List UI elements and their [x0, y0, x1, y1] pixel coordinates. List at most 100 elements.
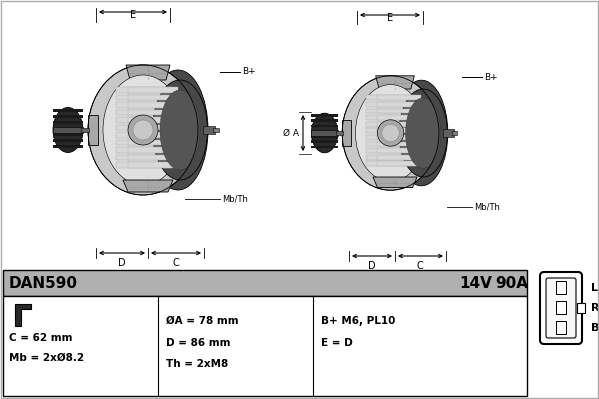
- Bar: [377, 95, 422, 100]
- Text: E: E: [130, 10, 136, 20]
- Bar: [367, 148, 415, 153]
- Ellipse shape: [311, 113, 338, 153]
- Bar: [367, 95, 415, 100]
- Bar: [342, 120, 351, 146]
- Bar: [377, 115, 422, 120]
- Ellipse shape: [395, 80, 448, 186]
- Bar: [88, 115, 98, 145]
- Bar: [311, 130, 338, 132]
- Bar: [128, 117, 178, 123]
- Ellipse shape: [153, 80, 207, 180]
- Bar: [311, 119, 338, 122]
- Ellipse shape: [399, 89, 447, 177]
- Bar: [53, 109, 83, 111]
- Bar: [128, 87, 178, 93]
- Bar: [128, 140, 178, 145]
- FancyBboxPatch shape: [540, 272, 582, 344]
- Bar: [367, 122, 415, 126]
- Ellipse shape: [53, 107, 83, 152]
- Text: Ø A: Ø A: [92, 126, 108, 134]
- Ellipse shape: [382, 124, 400, 142]
- Bar: [116, 140, 171, 145]
- Bar: [116, 132, 171, 138]
- Bar: [128, 147, 178, 153]
- Text: D: D: [368, 261, 376, 271]
- Text: C: C: [173, 258, 179, 268]
- Text: BVS: BVS: [591, 323, 599, 333]
- Ellipse shape: [342, 76, 439, 190]
- Bar: [311, 124, 338, 127]
- Bar: [367, 142, 415, 146]
- Text: B+: B+: [484, 73, 498, 81]
- Bar: [367, 135, 415, 140]
- Text: E = D: E = D: [321, 338, 353, 348]
- Text: Th = 2xM8: Th = 2xM8: [166, 359, 228, 369]
- Bar: [203, 126, 215, 134]
- Bar: [3, 270, 527, 296]
- Ellipse shape: [103, 75, 183, 185]
- Bar: [336, 131, 343, 135]
- Ellipse shape: [88, 65, 198, 195]
- Bar: [53, 132, 83, 136]
- Bar: [116, 147, 171, 153]
- Bar: [116, 125, 171, 130]
- Bar: [311, 130, 338, 136]
- Bar: [377, 148, 422, 153]
- Bar: [128, 110, 178, 115]
- Text: 14V: 14V: [459, 275, 492, 290]
- Bar: [128, 162, 178, 168]
- Text: Mb/Th: Mb/Th: [474, 203, 500, 211]
- Text: DENSO: DENSO: [380, 140, 428, 153]
- Bar: [116, 110, 171, 115]
- Bar: [3, 296, 527, 396]
- Bar: [452, 131, 458, 135]
- Bar: [53, 120, 83, 124]
- Bar: [116, 102, 171, 108]
- Bar: [128, 102, 178, 108]
- Text: E: E: [387, 13, 393, 23]
- Bar: [556, 301, 566, 314]
- Bar: [116, 162, 171, 168]
- Bar: [377, 122, 422, 126]
- Bar: [81, 128, 89, 132]
- Polygon shape: [123, 180, 173, 192]
- Bar: [367, 155, 415, 160]
- Polygon shape: [15, 304, 31, 326]
- Bar: [311, 146, 338, 148]
- Bar: [377, 155, 422, 160]
- Bar: [128, 155, 178, 160]
- Bar: [53, 126, 83, 130]
- Bar: [116, 87, 171, 93]
- FancyBboxPatch shape: [577, 303, 585, 313]
- Bar: [311, 135, 338, 138]
- Ellipse shape: [160, 90, 200, 170]
- Bar: [53, 127, 83, 133]
- Bar: [367, 115, 415, 120]
- Bar: [116, 95, 171, 100]
- Bar: [128, 125, 178, 130]
- Text: C = 62 mm: C = 62 mm: [9, 333, 72, 343]
- Polygon shape: [373, 177, 417, 188]
- Text: ØA = 78 mm: ØA = 78 mm: [166, 316, 238, 326]
- Text: DENSO: DENSO: [131, 138, 185, 152]
- Text: DAN590: DAN590: [9, 275, 78, 290]
- Ellipse shape: [355, 85, 426, 182]
- Ellipse shape: [148, 70, 208, 190]
- Bar: [377, 102, 422, 107]
- Bar: [213, 128, 219, 132]
- Ellipse shape: [377, 120, 404, 146]
- Bar: [377, 142, 422, 146]
- Bar: [377, 161, 422, 166]
- Bar: [116, 117, 171, 123]
- Text: 90A: 90A: [495, 275, 528, 290]
- Bar: [377, 109, 422, 113]
- Text: B+ M6, PL10: B+ M6, PL10: [321, 316, 395, 326]
- Bar: [116, 155, 171, 160]
- FancyBboxPatch shape: [546, 278, 576, 338]
- Bar: [53, 144, 83, 148]
- Text: Ø A: Ø A: [283, 128, 299, 138]
- Bar: [556, 281, 566, 294]
- Bar: [53, 115, 83, 117]
- Text: Mb/Th: Mb/Th: [222, 194, 248, 203]
- Bar: [556, 321, 566, 334]
